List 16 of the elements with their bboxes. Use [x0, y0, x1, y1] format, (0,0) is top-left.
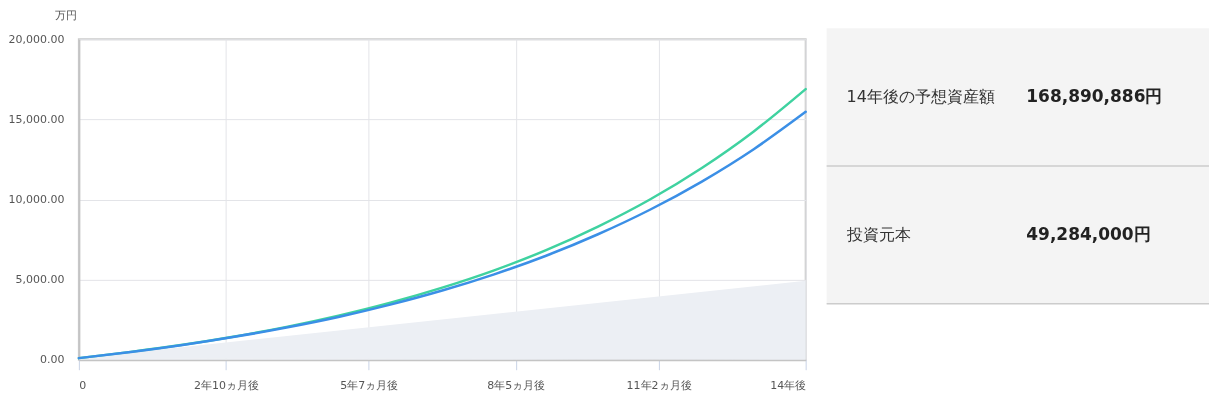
y-axis-title: 万円 [55, 8, 78, 22]
text: 14年後の予想資産額 [846, 87, 995, 107]
y-tick-label: 20,000.00 [8, 32, 65, 46]
x-tick-label: 11年2ヵ月後 [626, 379, 692, 393]
x-tick-label: 0 [79, 379, 87, 393]
x-tick-label: 14年後 [770, 379, 807, 393]
y-tick-label: 10,000.00 [8, 192, 65, 206]
x-tick-label: 2年10ヵ月後 [193, 379, 259, 393]
y-tick-label: 5,000.00 [15, 273, 65, 287]
y-tick-label: 0.00 [39, 353, 65, 367]
text: 168,890,886円 [1026, 86, 1163, 107]
text: 49,284,000円 [1026, 223, 1151, 244]
text: 投資元本 [845, 224, 911, 244]
x-tick-label: 5年7ヵ月後 [340, 379, 399, 393]
y-tick-label: 15,000.00 [8, 112, 65, 126]
x-tick-label: 8年5ヵ月後 [487, 379, 546, 393]
